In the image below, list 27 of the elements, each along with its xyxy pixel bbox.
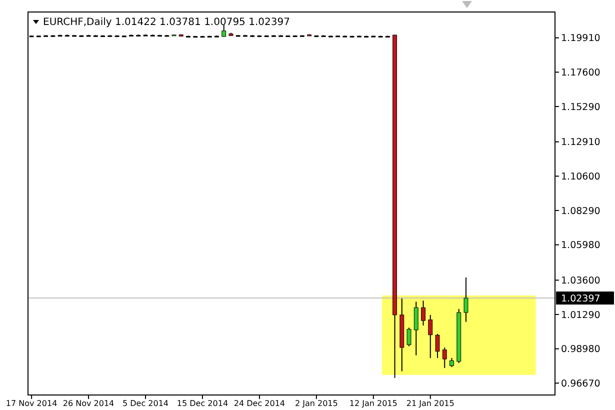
candlestick	[421, 300, 426, 326]
y-tick-label: 1.05980	[561, 240, 600, 252]
y-tick-label: 1.15290	[561, 102, 600, 113]
text: EURCHF,Daily 1.01422 1.03781 1.00795 1.02397	[43, 17, 290, 28]
y-tick-label: 1.12910	[561, 137, 600, 148]
y-tick-label: 0.98980	[561, 344, 600, 356]
x-tick-label: 5 Dec 2014	[122, 399, 169, 408]
candlestick	[400, 298, 404, 372]
x-tick-label: 2 Jan 2015	[294, 399, 338, 408]
y-tick-label: 1.17600	[561, 67, 600, 78]
x-tick-label: 21 Jan 2015	[406, 399, 454, 408]
y-tick-label: 1.10600	[561, 171, 600, 182]
x-tick-label: 24 Dec 2014	[234, 399, 286, 408]
y-tick-label: 1.01290	[561, 310, 600, 321]
y-tick-label: 0.96670	[561, 378, 600, 390]
candlestick	[414, 301, 418, 356]
candlestick	[464, 276, 468, 322]
ref-line-label: 1.02397	[561, 293, 600, 304]
y-tick-label: 1.03600	[561, 275, 600, 286]
x-tick-label: 26 Nov 2014	[62, 399, 114, 408]
y-tick-label: 1.08290	[561, 206, 600, 217]
x-tick-label: 17 Nov 2014	[6, 399, 58, 408]
candlestick	[406, 327, 412, 347]
x-tick-label: 15 Dec 2014	[176, 399, 228, 408]
x-tick-label: 12 Jan 2015	[349, 399, 398, 408]
y-tick-label: 1.19910	[561, 33, 600, 44]
candlestick	[428, 314, 433, 359]
